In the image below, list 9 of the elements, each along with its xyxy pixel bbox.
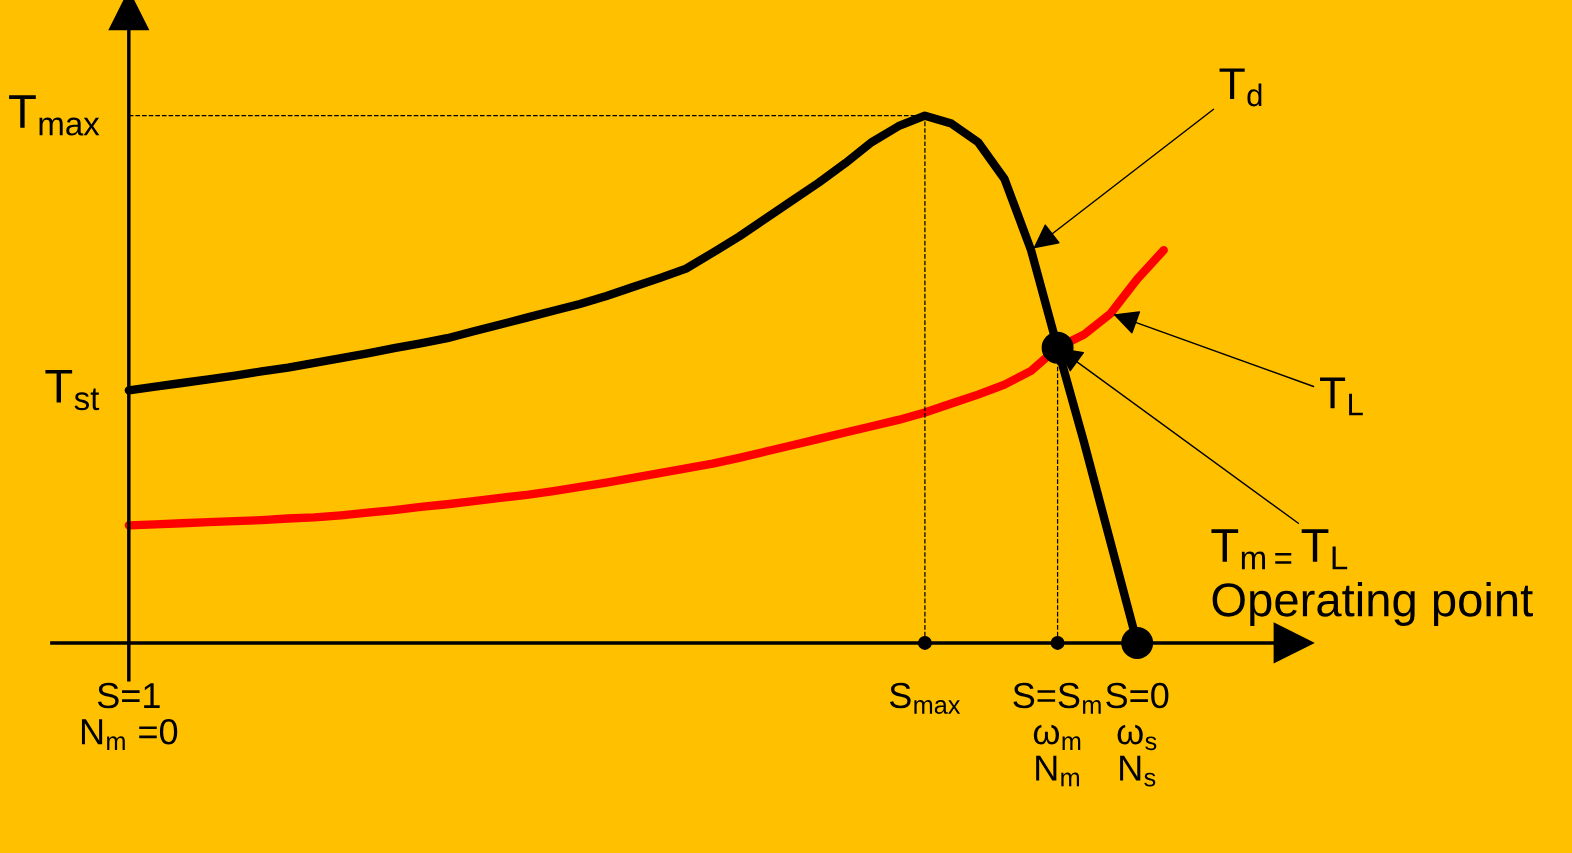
text: T$_{d}$	[1219, 68, 1262, 107]
annotation: T$_{m=}$T$_{L}$ Operating point	[1211, 529, 1533, 626]
x-tick-label: S=1 N$_{m}$ =0	[81, 682, 178, 750]
x-tick-label: S$_{max}$	[889, 682, 961, 714]
x-tick-label: S=0 ω$_{s}$ N$_{s}$	[1106, 682, 1169, 787]
x-tick-label: S=S$_{m}$ ω$_{m}$ N$_{m}$	[1013, 682, 1101, 787]
annotation: T$_{st}$	[45, 370, 100, 411]
ref-line-label: T$_{max}$	[9, 95, 100, 136]
text: T$_{L}$	[1319, 377, 1363, 416]
